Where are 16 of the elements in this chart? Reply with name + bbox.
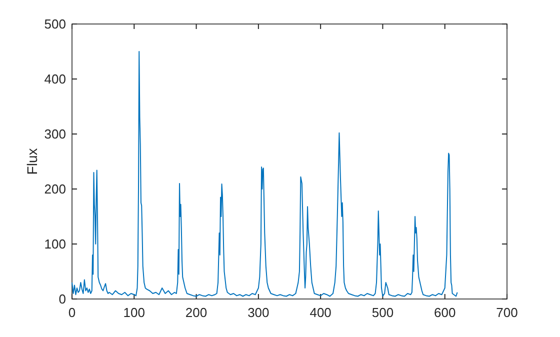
x-tick-label: 400	[310, 305, 332, 320]
x-tick-label: 100	[123, 305, 145, 320]
x-tick-label: 200	[185, 305, 208, 320]
y-tick-label: 500	[44, 16, 66, 32]
x-tick-label: 300	[248, 305, 270, 320]
y-tick-label: 100	[44, 236, 66, 252]
x-tick-label: 600	[434, 305, 456, 320]
y-axis-title: Flux	[24, 148, 40, 175]
y-tick-label: 400	[44, 72, 66, 86]
y-tick-label: 0	[58, 292, 66, 306]
y-tick-label: 200	[44, 182, 66, 196]
x-tick-label: 0	[68, 305, 76, 320]
x-tick-label: 700	[496, 305, 518, 320]
x-tick-label: 500	[372, 305, 394, 320]
y-tick-label: 300	[44, 126, 66, 142]
line-series	[72, 51, 458, 297]
